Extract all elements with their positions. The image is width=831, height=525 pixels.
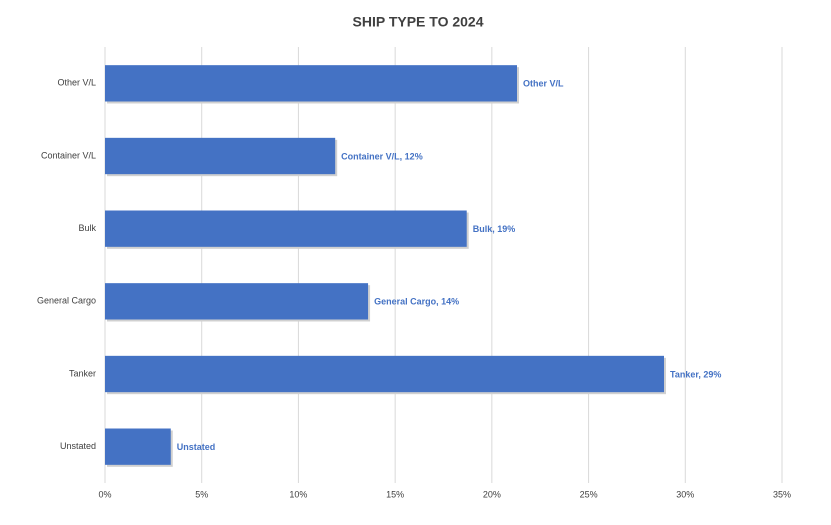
data-label: Bulk, 19% [473, 224, 516, 234]
y-tick-label: Tanker [69, 368, 96, 378]
data-label: General Cargo, 14% [374, 297, 459, 307]
x-tick-label: 5% [195, 489, 208, 499]
x-tick-label: 0% [98, 489, 111, 499]
bar [105, 210, 467, 247]
data-label: Other V/L [523, 79, 564, 89]
chart-title: SHIP TYPE TO 2024 [353, 14, 484, 30]
y-tick-label: Container V/L [41, 150, 96, 160]
data-label: Container V/L, 12% [341, 151, 423, 161]
data-label: Tanker, 29% [670, 369, 721, 379]
x-tick-label: 25% [580, 489, 598, 499]
y-tick-label: General Cargo [37, 296, 96, 306]
bar [105, 65, 518, 102]
bar [105, 137, 336, 175]
x-tick-label: 10% [289, 489, 307, 499]
x-tick-label: 20% [483, 489, 501, 499]
y-tick-label: Other V/L [57, 78, 96, 88]
y-tick-label: Unstated [60, 441, 96, 451]
bar [105, 283, 369, 320]
x-tick-label: 35% [773, 489, 791, 499]
x-tick-label: 30% [676, 489, 694, 499]
bar [105, 355, 665, 393]
x-tick-label: 15% [386, 489, 404, 499]
bar [105, 428, 171, 465]
data-label: Unstated [177, 442, 216, 452]
y-tick-label: Bulk [78, 223, 96, 233]
